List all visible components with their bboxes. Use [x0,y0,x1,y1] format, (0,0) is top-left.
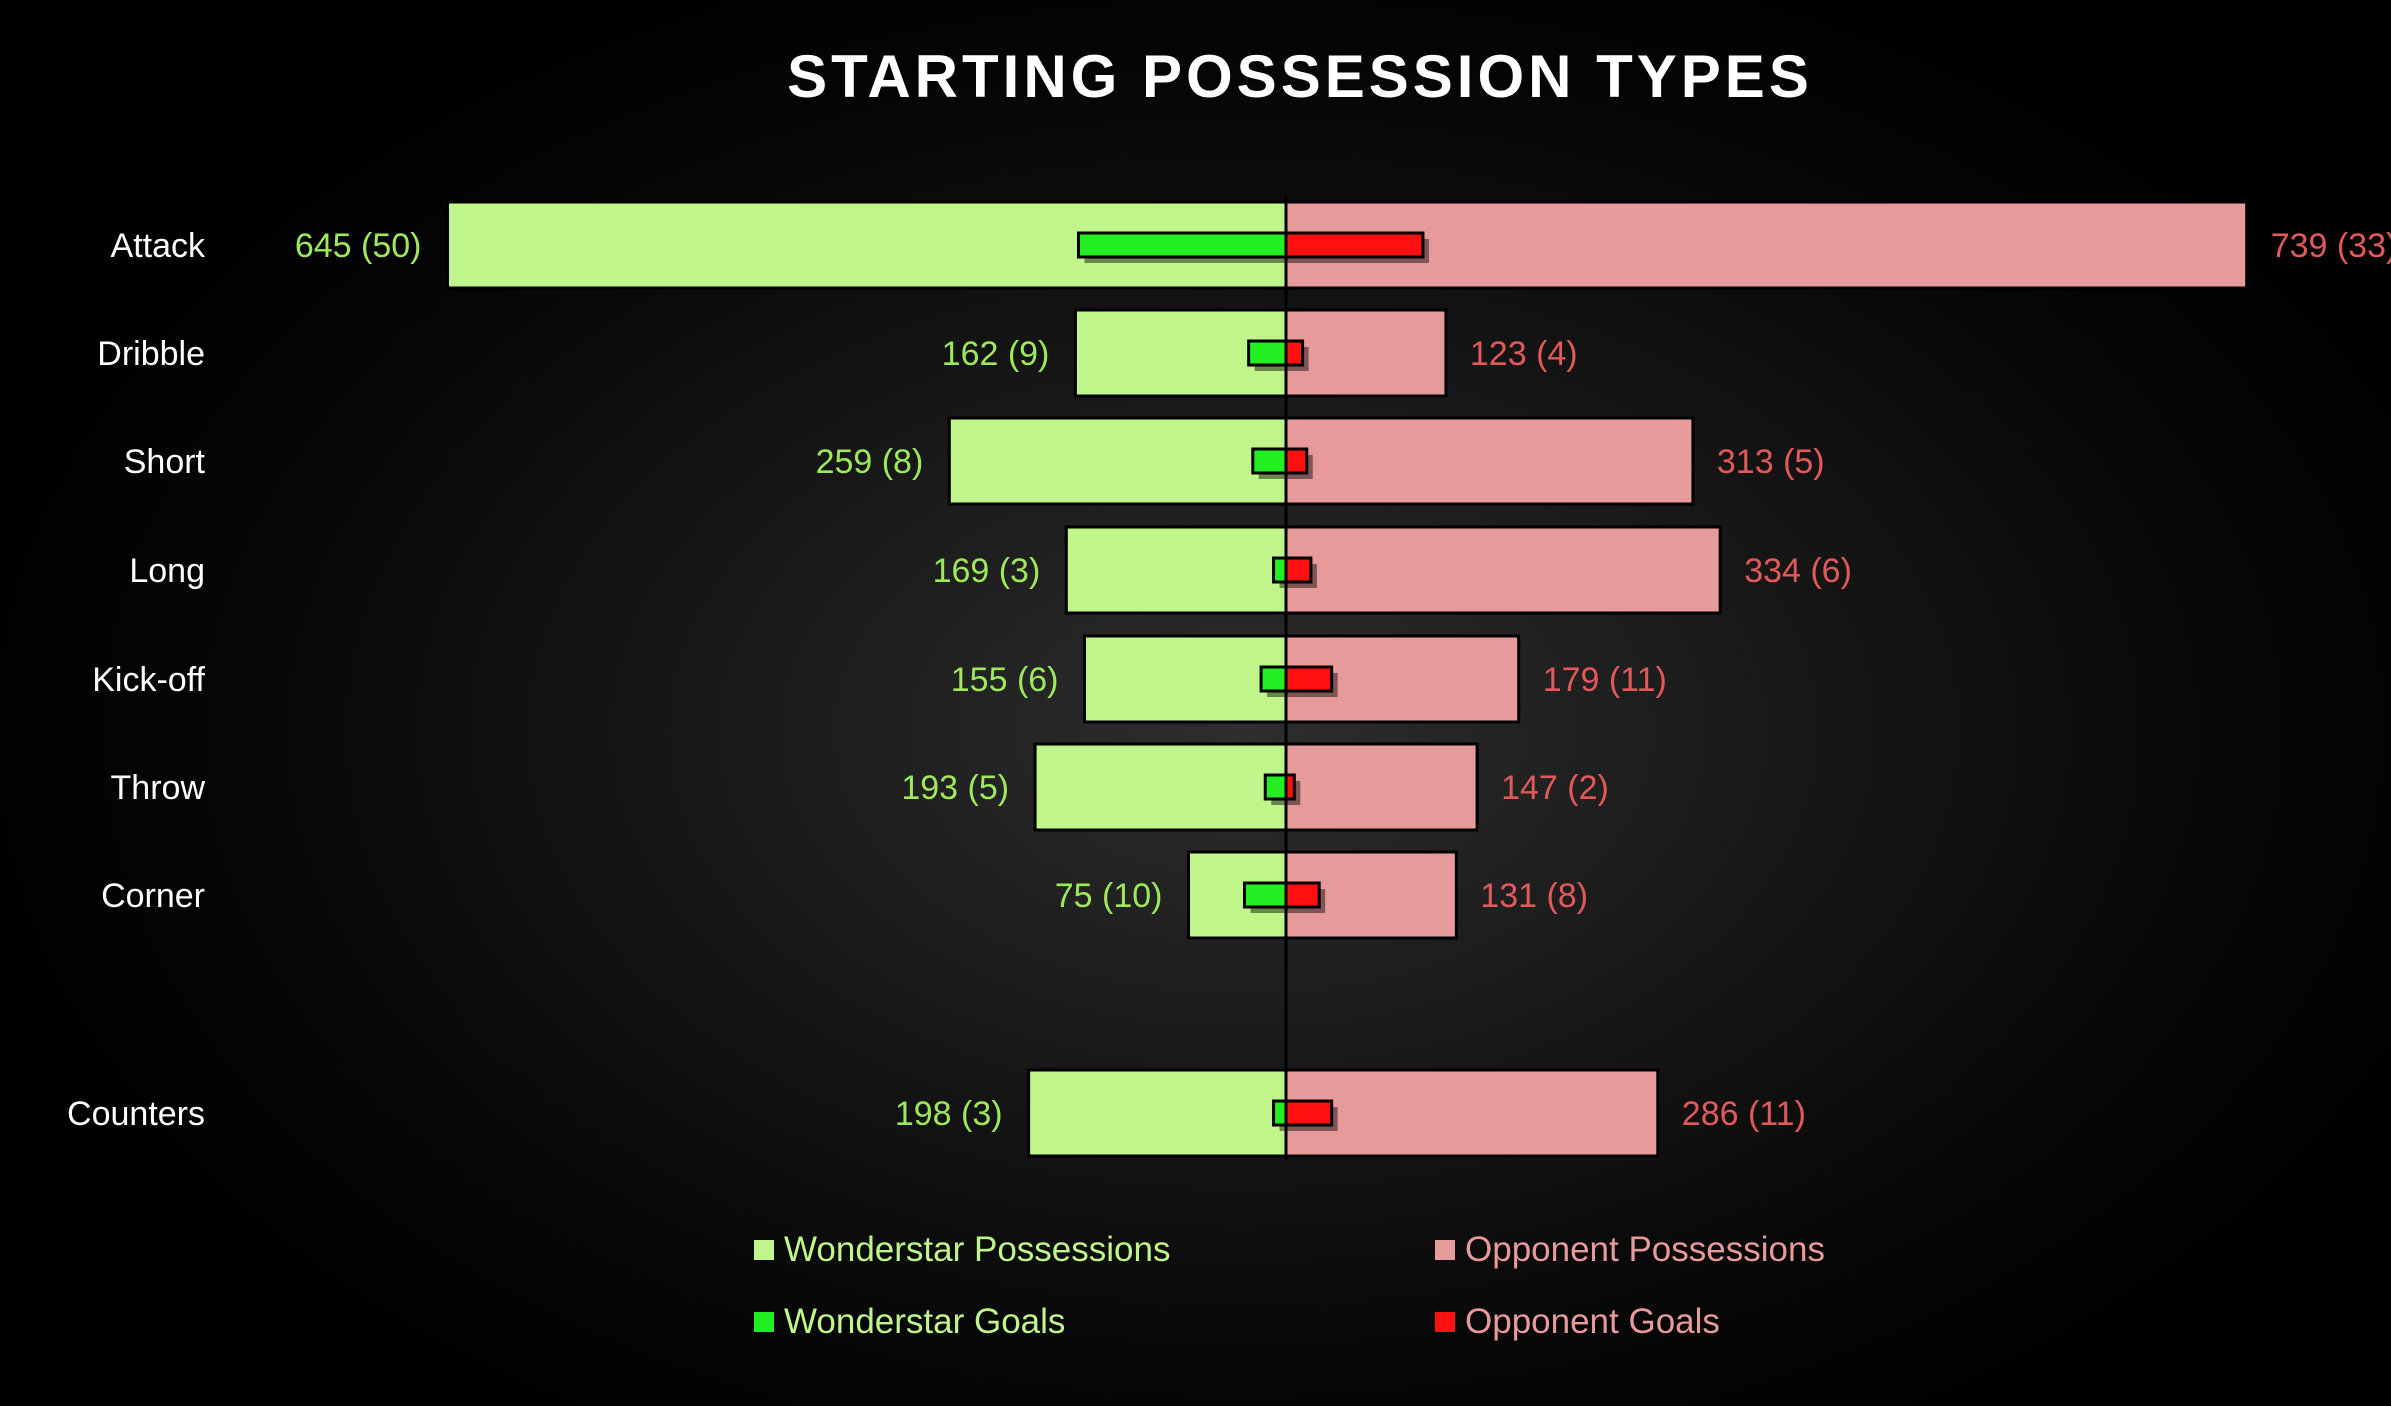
bar-wonderstar-goals [1272,556,1288,584]
legend-swatch-opponent-possessions [1435,1240,1455,1260]
bar-opponent-goals [1284,339,1305,367]
data-label-wonderstar: 193 (5) [901,769,1009,807]
bar-wonderstar-possessions [1033,742,1288,832]
legend-swatch-opponent-goals [1435,1312,1455,1332]
legend-swatch-wonderstar-possessions [754,1240,774,1260]
data-label-opponent: 286 (11) [1682,1095,1806,1133]
legend-label-opponent-possessions: Opponent Possessions [1465,1230,1825,1269]
bar-opponent-possessions [1284,416,1695,506]
category-label: Attack [111,227,206,265]
legend-opponent-possessions: Opponent Possessions [1435,1230,1825,1270]
category-label: Throw [111,769,206,807]
bar-opponent-possessions [1284,1068,1660,1158]
bar-opponent-possessions [1284,200,2249,290]
bar-wonderstar-goals [1077,231,1288,259]
bar-wonderstar-goals [1259,665,1288,693]
bar-opponent-possessions [1284,308,1448,398]
data-label-opponent: 123 (4) [1470,335,1578,373]
bar-opponent-possessions [1284,742,1479,832]
bar-wonderstar-goals [1243,881,1288,909]
bar-opponent-goals [1284,231,1425,259]
legend-opponent-goals: Opponent Goals [1435,1302,1720,1342]
category-label: Short [124,443,206,481]
legend-label-wonderstar-possessions: Wonderstar Possessions [784,1230,1171,1269]
data-label-wonderstar: 75 (10) [1055,877,1163,915]
bar-opponent-goals [1284,1099,1334,1127]
legend-wonderstar-possessions: Wonderstar Possessions [754,1230,1170,1270]
bar-wonderstar-possessions [947,416,1288,506]
legend-label-opponent-goals: Opponent Goals [1465,1302,1720,1341]
legend-wonderstar-goals: Wonderstar Goals [754,1302,1065,1342]
goal-bar-shadow [1292,781,1301,805]
data-label-wonderstar: 645 (50) [295,227,422,265]
data-label-opponent: 739 (33) [2271,227,2391,265]
data-label-wonderstar: 198 (3) [895,1095,1003,1133]
category-label: Corner [101,877,205,915]
data-label-opponent: 313 (5) [1717,443,1825,481]
category-label: Counters [67,1095,205,1133]
bar-wonderstar-possessions [1064,525,1288,615]
bar-wonderstar-possessions [1083,634,1288,724]
data-label-wonderstar: 162 (9) [942,335,1050,373]
category-label: Kick-off [92,661,205,699]
bar-wonderstar-goals [1263,773,1288,801]
data-label-opponent: 334 (6) [1744,552,1852,590]
data-label-opponent: 131 (8) [1480,877,1588,915]
data-label-opponent: 147 (2) [1501,769,1609,807]
bar-opponent-goals [1284,665,1334,693]
bar-wonderstar-goals [1247,339,1288,367]
bar-opponent-possessions [1284,525,1722,615]
legend-swatch-wonderstar-goals [754,1312,774,1332]
category-label: Long [129,552,205,590]
bar-wonderstar-goals [1272,1099,1288,1127]
bar-wonderstar-possessions [1027,1068,1288,1158]
bar-opponent-goals [1284,556,1313,584]
category-label: Dribble [97,335,205,373]
data-label-wonderstar: 259 (8) [816,443,924,481]
bar-opponent-goals [1284,447,1309,475]
data-label-opponent: 179 (11) [1543,661,1667,699]
chart-title: STARTING POSSESSION TYPES [787,43,1813,110]
bar-opponent-goals [1284,881,1321,909]
bar-wonderstar-goals [1251,447,1288,475]
data-label-wonderstar: 169 (3) [933,552,1041,590]
legend-label-wonderstar-goals: Wonderstar Goals [784,1302,1066,1341]
data-label-wonderstar: 155 (6) [951,661,1059,699]
